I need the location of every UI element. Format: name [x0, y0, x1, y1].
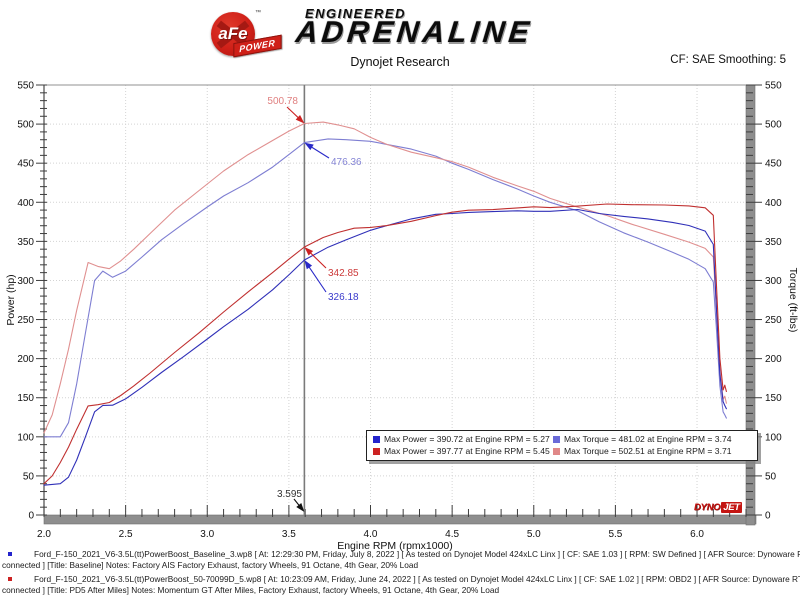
trademark-symbol: ™ [255, 10, 261, 16]
afe-logo-text: aFe [218, 24, 248, 43]
legend-item-torque-pd5: Max Torque = 502.51 at Engine RPM = 3.71 [553, 446, 751, 456]
svg-text:350: 350 [17, 237, 34, 248]
svg-text:400: 400 [17, 198, 34, 209]
svg-text:200: 200 [765, 354, 782, 365]
annotation-arrow-icon [295, 114, 305, 124]
svg-text:550: 550 [765, 81, 782, 92]
svg-text:3.5: 3.5 [282, 529, 296, 540]
svg-text:100: 100 [17, 432, 34, 443]
svg-text:2.5: 2.5 [119, 529, 133, 540]
run-info-baseline: Ford_F-150_2021_V6-3.5L(tt)PowerBoost_Ba… [0, 549, 800, 571]
svg-text:0: 0 [765, 511, 771, 522]
header: aFe ™ POWER ENGINEERED ADRENALINE Dynoje… [0, 0, 800, 78]
run-info-pd5: Ford_F-150_2021_V6-3.5L(tt)PowerBoost_50… [0, 574, 800, 596]
svg-text:2.0: 2.0 [37, 529, 51, 540]
svg-text:5.0: 5.0 [527, 529, 541, 540]
y-axis-label-power: Power (hp) [5, 274, 17, 325]
annotation-476.36: 476.36 [331, 157, 362, 168]
run-info-footer: Ford_F-150_2021_V6-3.5L(tt)PowerBoost_Ba… [0, 549, 800, 599]
annotation-500.78: 500.78 [267, 96, 298, 107]
y-axis-label-torque: Torque (ft-lbs) [787, 268, 799, 333]
axis-ticks [36, 84, 762, 517]
svg-text:150: 150 [765, 393, 782, 404]
legend-label: Max Torque = 502.51 at Engine RPM = 3.71 [564, 446, 732, 456]
svg-text:300: 300 [17, 276, 34, 287]
adrenaline-wordmark: ADRENALINE [294, 16, 535, 49]
legend-swatch-red [373, 447, 380, 455]
chart-title: Dynojet Research [350, 55, 450, 69]
svg-text:5.5: 5.5 [608, 529, 622, 540]
annotation-arrow-icon [304, 259, 313, 270]
run-info-line: Ford_F-150_2021_V6-3.5L(tt)PowerBoost_50… [34, 574, 800, 584]
legend-item-power-pd5: Max Power = 397.77 at Engine RPM = 5.45 [373, 446, 553, 456]
run-info-line: connected ] [Title: Baseline] Notes: Fac… [2, 560, 419, 570]
annotation-arrow-icon [296, 502, 305, 513]
engineered-wordmark: ENGINEERED [305, 6, 406, 21]
torque-baseline-curve [43, 138, 727, 438]
bottom-axis-bar [43, 514, 757, 525]
legend-label: Max Torque = 481.02 at Engine RPM = 3.74 [564, 434, 732, 444]
svg-text:500: 500 [765, 120, 782, 131]
afe-power-logo-icon: aFe ™ POWER [193, 6, 303, 58]
run-bullet-red [8, 577, 12, 581]
svg-text:500: 500 [17, 120, 34, 131]
svg-text:50: 50 [23, 471, 35, 482]
svg-text:350: 350 [765, 237, 782, 248]
svg-text:4.5: 4.5 [445, 529, 459, 540]
annotation-arrow-icon [304, 142, 314, 151]
svg-text:50: 50 [765, 471, 777, 482]
svg-text:250: 250 [765, 315, 782, 326]
annotation-3.595: 3.595 [277, 489, 302, 500]
svg-text:0: 0 [28, 511, 34, 522]
annotation-342.85: 342.85 [328, 268, 359, 279]
svg-text:300: 300 [765, 276, 782, 287]
svg-text:250: 250 [17, 315, 34, 326]
dynojet-logo-jet: JET [721, 502, 742, 513]
annotation-326.18: 326.18 [328, 292, 359, 303]
legend-item-power-baseline: Max Power = 390.72 at Engine RPM = 5.27 [373, 434, 553, 444]
run-bullet-blue [8, 552, 12, 556]
svg-text:150: 150 [17, 393, 34, 404]
svg-text:450: 450 [17, 159, 34, 170]
svg-text:550: 550 [17, 81, 34, 92]
svg-text:3.0: 3.0 [200, 529, 214, 540]
torque-pd5-curve [43, 121, 727, 434]
legend-swatch-blue [373, 435, 380, 443]
legend-box: Max Power = 390.72 at Engine RPM = 5.27 … [366, 430, 758, 461]
legend-item-torque-baseline: Max Torque = 481.02 at Engine RPM = 3.74 [553, 434, 751, 444]
legend-swatch-lightblue [553, 435, 560, 443]
svg-text:450: 450 [765, 159, 782, 170]
legend-label: Max Power = 397.77 at Engine RPM = 5.45 [384, 446, 550, 456]
dynojet-logo-icon: DYNO JET [694, 502, 742, 513]
svg-text:400: 400 [765, 198, 782, 209]
dynojet-logo-dyno: DYNO [694, 502, 721, 513]
grid-lines [44, 85, 746, 515]
legend-label: Max Power = 390.72 at Engine RPM = 5.27 [384, 434, 550, 444]
svg-text:100: 100 [765, 432, 782, 443]
run-info-line: Ford_F-150_2021_V6-3.5L(tt)PowerBoost_Ba… [34, 549, 800, 559]
svg-text:6.0: 6.0 [690, 529, 704, 540]
power-pd5-curve [43, 203, 727, 485]
annotation-arrow-icon [304, 246, 314, 256]
legend-swatch-lightred [553, 447, 560, 455]
smoothing-setting: CF: SAE Smoothing: 5 [670, 54, 786, 66]
svg-text:200: 200 [17, 354, 34, 365]
x-axis-label: Engine RPM (rpmx1000) [337, 540, 453, 552]
run-info-line: connected ] [Title: PD5 After Miles] Not… [2, 585, 500, 595]
svg-text:4.0: 4.0 [364, 529, 378, 540]
